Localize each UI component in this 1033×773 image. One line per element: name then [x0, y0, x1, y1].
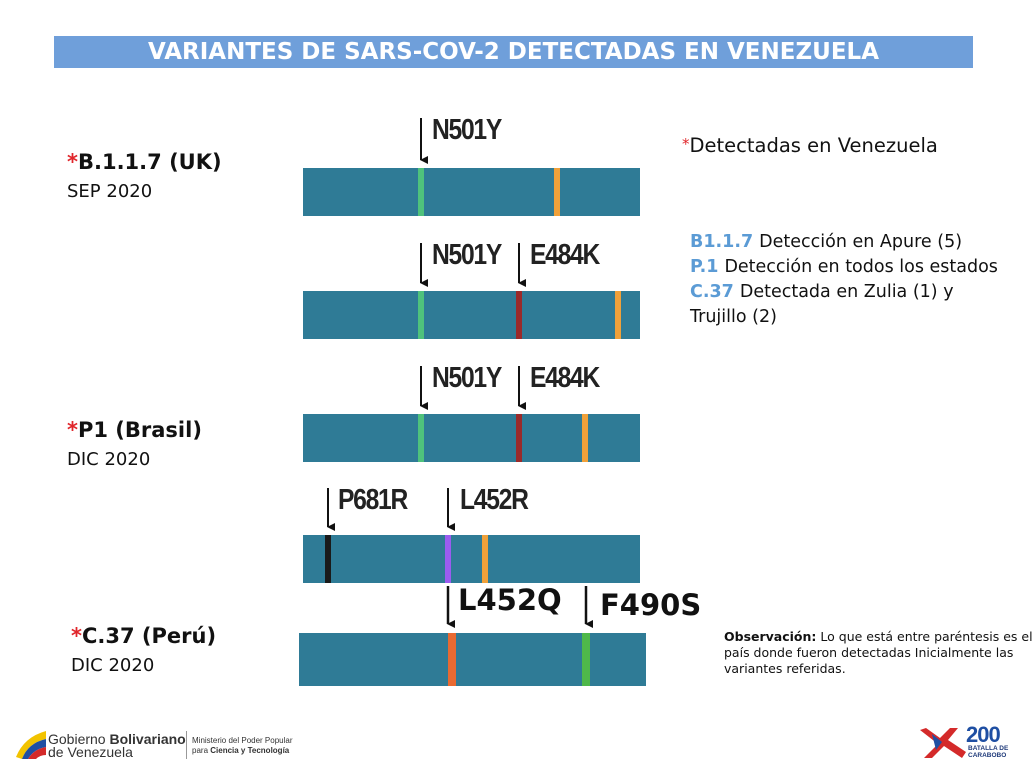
mutation-label: E484K	[530, 362, 600, 394]
genome-bar	[299, 633, 646, 686]
ministry-line: Ministerio del Poder Popular	[192, 736, 293, 745]
detail-code: B1.1.7	[690, 232, 754, 252]
variant-date: SEP 2020	[67, 181, 153, 202]
mutation-label: P681R	[338, 484, 408, 516]
asterisk: *	[71, 624, 82, 648]
gov-line: Gobierno Bolivariano	[48, 731, 186, 747]
mutation-label: N501Y	[432, 239, 502, 271]
detail-code: C.37	[690, 282, 734, 302]
gov-line2: de Venezuela	[48, 744, 133, 760]
mutation-label: E484K	[530, 239, 600, 271]
mutation-label: L452Q	[458, 583, 562, 617]
variant-name: *C.37 (Perú)	[71, 624, 216, 648]
legend: *Detectadas en Venezuela	[682, 134, 938, 157]
genome-bar	[303, 535, 640, 583]
stripe	[615, 291, 621, 339]
logo-line: CARABOBO	[968, 752, 1007, 759]
stripe	[418, 291, 424, 339]
title: VARIANTES DE SARS-COV-2 DETECTADAS EN VE…	[54, 36, 973, 68]
variant-label: B.1.1.7 (UK)	[77, 150, 222, 174]
logo-line: BATALLA DE	[968, 745, 1009, 752]
variant-date: DIC 2020	[67, 449, 151, 470]
variant-name: *P1 (Brasil)	[67, 418, 202, 442]
detail-text: Detección en Apure (5)	[759, 232, 963, 252]
genome-bar	[303, 168, 640, 216]
gov-text: Gobierno Bolivariano de Venezuela	[48, 731, 186, 760]
gov-bold: Bolivariano	[109, 731, 186, 747]
stripe	[516, 414, 522, 462]
details: B1.1.7 Detección en Apure (5) P.1 Detecció…	[690, 230, 1000, 330]
asterisk: *	[67, 150, 78, 174]
legend-text: Detectadas en Venezuela	[689, 134, 938, 157]
stripe	[554, 168, 560, 216]
note: Observación: Lo que está entre paréntesi…	[724, 629, 1033, 677]
stripe	[418, 168, 424, 216]
stripe	[325, 535, 331, 583]
stripe	[582, 633, 590, 686]
detail-text: Detectada en Zulia (1) y Trujillo (2)	[690, 282, 954, 327]
ministry: Ministerio del Poder Popular para Cienci…	[192, 736, 293, 756]
stripe	[482, 535, 488, 583]
logo-text: BATALLA DE CARABOBO	[968, 745, 1008, 759]
ministry-line2: para Ciencia y Tecnología	[192, 746, 293, 756]
note-text: Lo que está entre paréntesis es el país …	[724, 629, 1033, 676]
mutation-label: F490S	[600, 588, 702, 622]
detail-code: P.1	[690, 257, 719, 277]
mutation-label: L452R	[460, 484, 529, 516]
stripe	[445, 535, 451, 583]
variant-label: C.37 (Perú)	[81, 624, 217, 648]
stripe	[448, 633, 456, 686]
variant-name: *B.1.1.7 (UK)	[67, 150, 222, 174]
divider	[186, 731, 187, 759]
stripe	[516, 291, 522, 339]
mutation-label: N501Y	[432, 114, 502, 146]
gov: Gobierno	[48, 731, 106, 747]
bicentennial-emblem	[920, 728, 966, 758]
variant-date: DIC 2020	[71, 655, 155, 676]
asterisk: *	[67, 418, 78, 442]
variant-label: P1 (Brasil)	[77, 418, 202, 442]
stripe	[582, 414, 588, 462]
ministry-bold: Ciencia y Tecnología	[210, 746, 290, 755]
detail-text: Detección en todos los estados	[724, 257, 998, 277]
genome-bar	[303, 414, 640, 462]
asterisk: *	[682, 135, 690, 153]
mutation-label: N501Y	[432, 362, 502, 394]
detail: C.37 Detectada en Zulia (1) y Trujillo (2…	[690, 280, 970, 330]
detail: P.1 Detección en todos los estados	[690, 255, 1000, 280]
ministry-pre: para	[192, 746, 209, 755]
logo-number: 200	[966, 722, 1001, 747]
detail: B1.1.7 Detección en Apure (5)	[690, 230, 1000, 255]
note-label: Observación:	[724, 629, 817, 644]
genome-bar	[303, 291, 640, 339]
gov-emblem	[16, 731, 46, 759]
stripe	[418, 414, 424, 462]
